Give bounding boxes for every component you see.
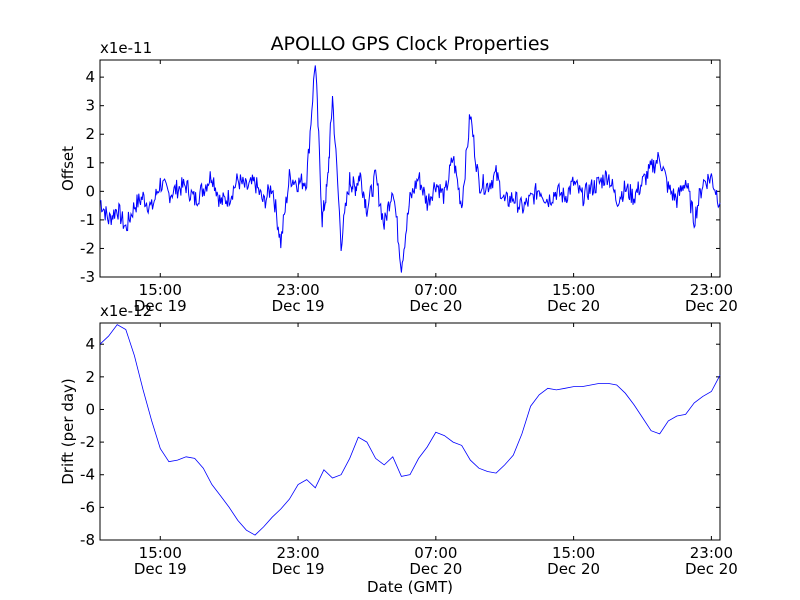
drift-x-tick-time: 15:00 bbox=[139, 544, 182, 562]
drift-y-tick-label: 0 bbox=[85, 400, 95, 418]
offset-y-tick-label: -1 bbox=[80, 211, 95, 229]
offset-x-tick-date: Dec 19 bbox=[272, 297, 325, 315]
offset-x-tick-date: Dec 20 bbox=[409, 297, 462, 315]
drift-x-tick-time: 23:00 bbox=[276, 544, 319, 562]
offset-y-tick-label: 2 bbox=[85, 125, 95, 143]
drift-x-tick-date: Dec 19 bbox=[134, 560, 187, 578]
offset-x-tick-time: 07:00 bbox=[414, 281, 457, 299]
drift-y-tick-label: 2 bbox=[85, 368, 95, 386]
offset-y-tick-label: -2 bbox=[80, 239, 95, 257]
drift-x-tick-date: Dec 19 bbox=[272, 560, 325, 578]
offset-y-tick-label: 3 bbox=[85, 97, 95, 115]
offset-y-tick-label: 4 bbox=[85, 68, 95, 86]
offset-x-tick-date: Dec 20 bbox=[685, 297, 738, 315]
drift-multiplier: x1e-12 bbox=[100, 302, 152, 320]
drift-x-tick-time: 07:00 bbox=[414, 544, 457, 562]
offset-x-tick-time: 23:00 bbox=[690, 281, 733, 299]
figure-title: APOLLO GPS Clock Properties bbox=[271, 33, 550, 55]
offset-x-tick-time: 15:00 bbox=[552, 281, 595, 299]
drift-y-tick-label: 4 bbox=[85, 335, 95, 353]
drift-x-tick-date: Dec 20 bbox=[547, 560, 600, 578]
drift-y-tick-label: -4 bbox=[80, 466, 95, 484]
offset-y-tick-label: -3 bbox=[80, 268, 95, 286]
drift-x-tick-date: Dec 20 bbox=[685, 560, 738, 578]
drift-panel: x1e-12 Drift (per day) Date (GMT) -8 -6 -4… bbox=[59, 302, 738, 596]
offset-y-axis-label: Offset bbox=[59, 146, 77, 191]
offset-series-line bbox=[99, 65, 721, 273]
drift-x-axis-label: Date (GMT) bbox=[367, 578, 453, 596]
offset-x-tick-time: 15:00 bbox=[139, 281, 182, 299]
offset-x-tick-date: Dec 19 bbox=[134, 297, 187, 315]
offset-x-tick-date: Dec 20 bbox=[547, 297, 600, 315]
offset-plot-frame bbox=[99, 59, 721, 278]
drift-y-tick-label: -8 bbox=[80, 531, 95, 549]
drift-x-tick-time: 23:00 bbox=[690, 544, 733, 562]
drift-y-axis-label: Drift (per day) bbox=[59, 378, 77, 485]
drift-series-line bbox=[99, 324, 721, 536]
drift-y-tick-label: -2 bbox=[80, 433, 95, 451]
drift-x-tick-date: Dec 20 bbox=[409, 560, 462, 578]
drift-y-tick-label: -6 bbox=[80, 498, 95, 516]
offset-x-tick-time: 23:00 bbox=[276, 281, 319, 299]
drift-plot-frame bbox=[99, 322, 721, 541]
drift-x-tick-time: 15:00 bbox=[552, 544, 595, 562]
offset-multiplier: x1e-11 bbox=[100, 39, 152, 57]
offset-y-tick-label: 0 bbox=[85, 182, 95, 200]
offset-y-tick-label: 1 bbox=[85, 154, 95, 172]
